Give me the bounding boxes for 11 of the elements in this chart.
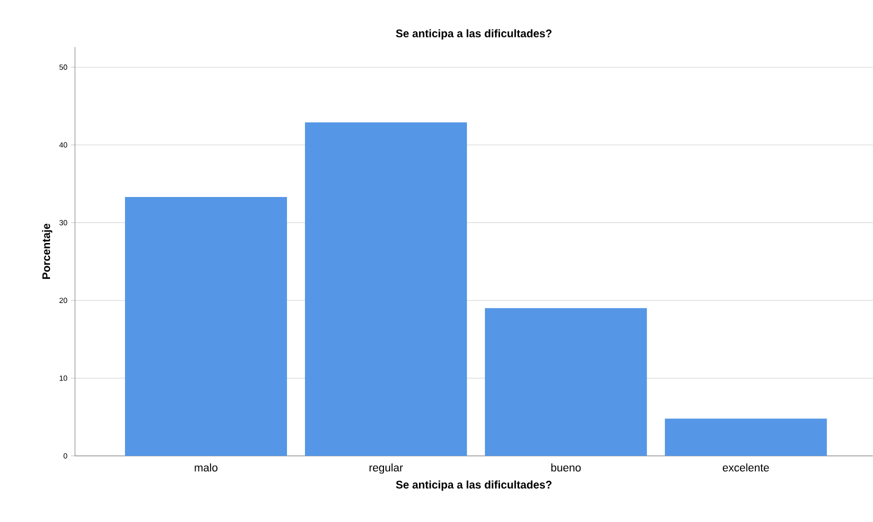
x-tick-label: malo <box>194 463 218 472</box>
bar <box>125 197 287 456</box>
bar <box>304 122 467 456</box>
chart-title: Se anticipa a las dificultades? <box>396 29 552 40</box>
bar <box>664 418 827 456</box>
x-tick-label: excelente <box>722 463 769 472</box>
bar <box>484 308 647 456</box>
x-tick-label: bueno <box>551 463 581 472</box>
y-axis-title: Porcentaje <box>42 224 52 279</box>
x-axis-title: Se anticipa a las dificultades? <box>396 480 552 491</box>
x-tick-label: regular <box>370 463 403 474</box>
